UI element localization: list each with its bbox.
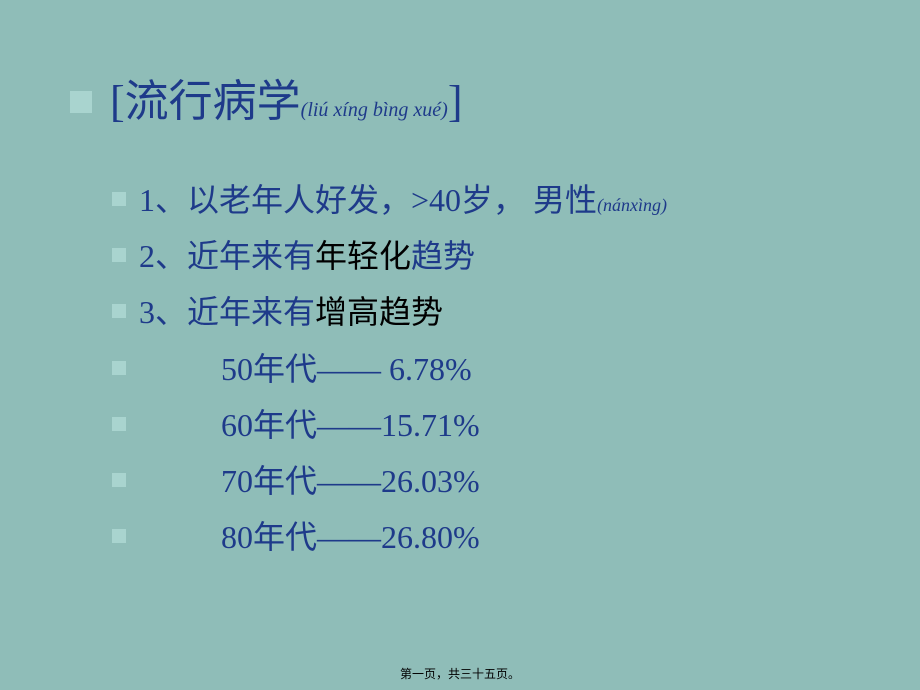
list-item: 50年代—— 6.78% xyxy=(70,348,850,391)
bullet-icon xyxy=(112,529,126,543)
bullet-text: 70年代——26.03% xyxy=(221,460,480,503)
bullet-prefix: 70年代——26.03% xyxy=(221,463,480,499)
slide-title: [流行病学(liú xíng bìng xué)] xyxy=(110,80,463,124)
bullet-icon xyxy=(112,248,126,262)
bullet-icon xyxy=(112,473,126,487)
list-item: 70年代——26.03% xyxy=(70,460,850,503)
bullet-prefix: 80年代——26.80% xyxy=(221,519,480,555)
bullet-emphasis: 年轻化 xyxy=(315,238,411,274)
bullet-text: 60年代——15.71% xyxy=(221,404,480,447)
title-main: 流行病学 xyxy=(125,77,301,126)
bullet-text: 50年代—— 6.78% xyxy=(221,348,472,391)
list-item: 60年代——15.71% xyxy=(70,404,850,447)
bullet-prefix: 60年代——15.71% xyxy=(221,407,480,443)
list-item: 1、以老年人好发，>40岁， 男性(nánxìng) xyxy=(70,179,850,222)
bullet-prefix: 3、近年来有 xyxy=(139,294,315,330)
bullet-prefix: 2、近年来有 xyxy=(139,238,315,274)
title-pinyin: (liú xíng bìng xué) xyxy=(301,99,448,121)
bullet-pinyin: (nánxìng) xyxy=(597,195,667,215)
bullet-icon xyxy=(112,192,126,206)
bullet-text: 1、以老年人好发，>40岁， 男性(nánxìng) xyxy=(139,179,667,222)
bullet-prefix: 1、以老年人好发，>40岁， 男性 xyxy=(139,182,597,218)
bullet-suffix: 趋势 xyxy=(411,238,475,274)
bullet-text: 2、近年来有年轻化趋势 xyxy=(139,235,475,278)
bullet-icon xyxy=(112,304,126,318)
list-item: 80年代——26.80% xyxy=(70,516,850,559)
bullet-emphasis: 增高趋势 xyxy=(315,294,443,330)
bullet-icon xyxy=(112,417,126,431)
bullets-list: 1、以老年人好发，>40岁， 男性(nánxìng) 2、近年来有年轻化趋势 3、近… xyxy=(70,179,850,559)
bullet-icon xyxy=(112,361,126,375)
bullet-text: 3、近年来有增高趋势 xyxy=(139,291,443,334)
title-bracket-open: [ xyxy=(110,77,125,126)
title-bullet-icon xyxy=(70,91,92,113)
slide-footer: 第一页，共三十五页。 xyxy=(0,665,920,682)
title-bracket-close: ] xyxy=(448,77,463,126)
bullet-prefix: 50年代—— 6.78% xyxy=(221,351,472,387)
bullet-text: 80年代——26.80% xyxy=(221,516,480,559)
title-row: [流行病学(liú xíng bìng xué)] xyxy=(70,80,850,124)
list-item: 3、近年来有增高趋势 xyxy=(70,291,850,334)
list-item: 2、近年来有年轻化趋势 xyxy=(70,235,850,278)
slide-content: [流行病学(liú xíng bìng xué)] 1、以老年人好发，>40岁，… xyxy=(0,0,920,690)
